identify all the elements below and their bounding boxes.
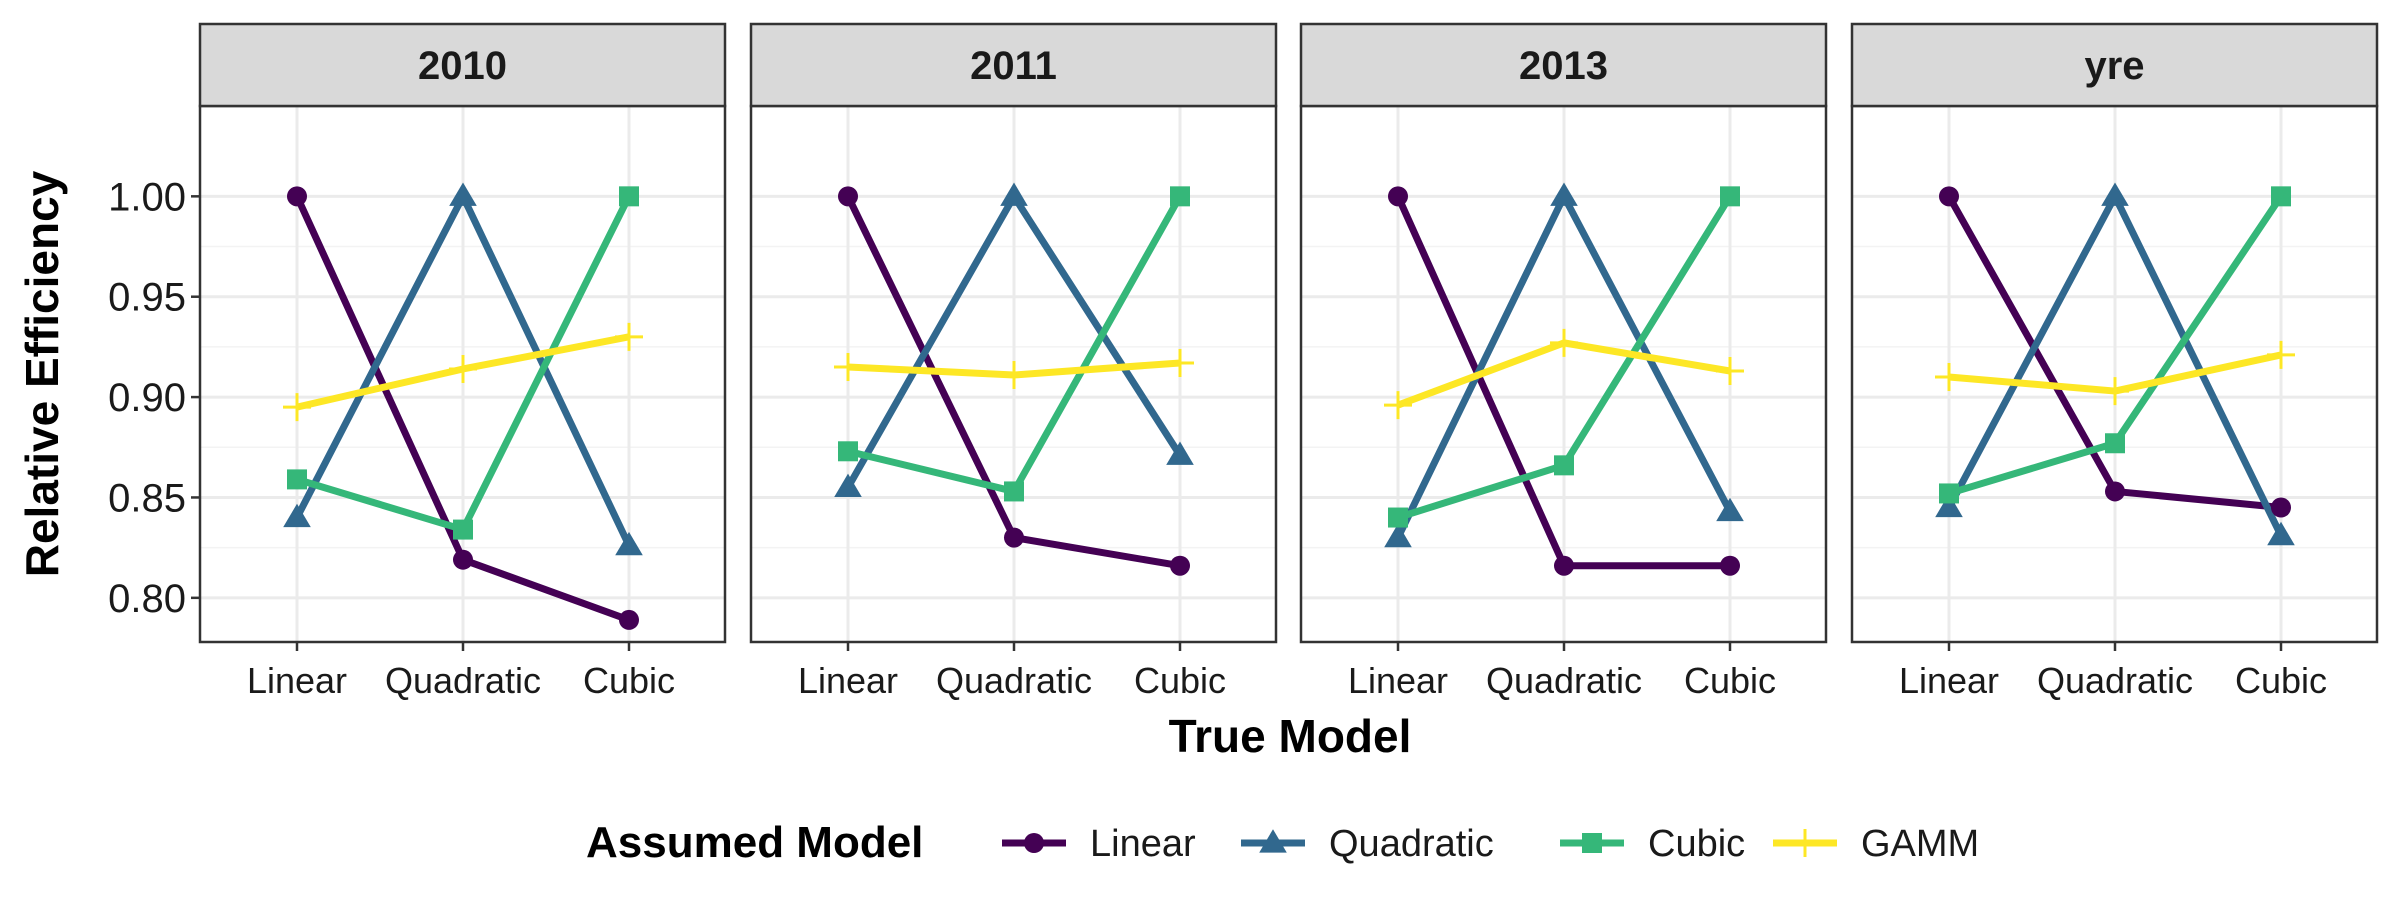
- point-cubic: [1388, 507, 1408, 528]
- legend-label: GAMM: [1861, 823, 1979, 865]
- point-quadratic: [615, 531, 643, 556]
- strip-label: 2011: [970, 44, 1057, 88]
- x-tick-label: Quadratic: [2037, 660, 2193, 701]
- point-cubic: [1554, 455, 1574, 476]
- point-linear: [287, 186, 307, 207]
- point-quadratic: [1935, 493, 1963, 518]
- x-tick-label: Cubic: [1684, 660, 1776, 701]
- panel-2011: 2011 Linear Quadratic Cubic: [749, 22, 1278, 701]
- y-tick-label: 1.00: [108, 175, 186, 219]
- strip-label: 2010: [418, 44, 507, 88]
- y-tick-label: 0.85: [108, 476, 186, 520]
- point-cubic: [1939, 483, 1959, 504]
- x-tick-label: Quadratic: [936, 660, 1092, 701]
- point-quadratic: [1716, 497, 1744, 522]
- legend-title: Assumed Model: [586, 818, 923, 867]
- legend-key-marker: [1582, 833, 1602, 853]
- x-tick-label: Cubic: [1134, 660, 1226, 701]
- point-linear: [1720, 555, 1740, 576]
- x-tick-label: Cubic: [583, 660, 675, 701]
- panel-2013: 2013 Linear Quadratic Cubic: [1299, 22, 1828, 701]
- x-tick-label: Cubic: [2235, 660, 2327, 701]
- point-gamm: [283, 393, 311, 422]
- point-quadratic: [1166, 441, 1194, 465]
- point-gamm: [1935, 363, 1963, 392]
- legend-item-quadratic: Quadratic: [1241, 823, 1494, 865]
- point-linear: [1554, 555, 1574, 576]
- point-gamm: [2267, 340, 2295, 369]
- point-gamm: [1000, 361, 1028, 390]
- legend-key-marker: [1259, 829, 1287, 853]
- strip-label: 2013: [1519, 44, 1608, 88]
- x-tick-label: Linear: [247, 660, 347, 701]
- point-cubic: [1170, 186, 1190, 207]
- x-tick-label: Linear: [1899, 660, 1999, 701]
- point-cubic: [619, 186, 639, 207]
- panel-2010: 2010 Linear Quadratic Cubic: [198, 22, 727, 701]
- strip-label: yre: [2084, 44, 2144, 88]
- legend-label: Cubic: [1648, 823, 1745, 865]
- point-linear: [453, 549, 473, 570]
- legend-key-marker: [1024, 833, 1044, 853]
- point-linear: [1939, 186, 1959, 207]
- point-quadratic: [2101, 182, 2129, 206]
- point-gamm: [1384, 391, 1412, 420]
- point-cubic: [2271, 186, 2291, 207]
- point-quadratic: [834, 473, 862, 498]
- point-linear: [619, 609, 639, 630]
- strip-background: [749, 22, 1278, 108]
- point-cubic: [2105, 433, 2125, 454]
- point-gamm: [615, 322, 643, 351]
- x-axis-title: True Model: [1169, 710, 1412, 762]
- x-tick-label: Quadratic: [385, 660, 541, 701]
- strip-background: [1850, 22, 2379, 108]
- point-linear: [1004, 527, 1024, 548]
- y-axis: 0.80 0.85 0.90 0.95 1.00: [108, 175, 200, 621]
- point-quadratic: [449, 182, 477, 206]
- point-cubic: [1720, 186, 1740, 207]
- legend-label: Quadratic: [1329, 823, 1494, 865]
- point-quadratic: [283, 503, 311, 528]
- x-tick-label: Linear: [798, 660, 898, 701]
- point-quadratic: [1384, 523, 1412, 548]
- legend-label: Linear: [1090, 823, 1196, 865]
- point-gamm: [834, 352, 862, 381]
- panel-yre: yre Linear Quadratic Cubic: [1850, 22, 2379, 701]
- point-quadratic: [2267, 521, 2295, 546]
- point-cubic: [453, 519, 473, 540]
- point-gamm: [2101, 377, 2129, 406]
- point-linear: [2271, 497, 2291, 518]
- point-gamm: [1550, 328, 1578, 357]
- legend: Assumed Model Linear Quadratic Cubic GAMM: [586, 818, 1979, 867]
- legend-item-cubic: Cubic: [1560, 823, 1745, 865]
- legend-item-gamm: GAMM: [1773, 823, 1979, 865]
- point-linear: [2105, 481, 2125, 502]
- x-tick-label: Quadratic: [1486, 660, 1642, 701]
- y-tick-label: 0.95: [108, 276, 186, 320]
- y-tick-label: 0.90: [108, 376, 186, 420]
- point-gamm: [1166, 348, 1194, 377]
- point-quadratic: [1550, 182, 1578, 206]
- point-gamm: [1716, 356, 1744, 385]
- point-quadratic: [1000, 182, 1028, 206]
- x-tick-label: Linear: [1348, 660, 1448, 701]
- panels: 2010 Linear Quadratic Cubic 2011 Linear Quadra…: [198, 22, 2379, 701]
- point-cubic: [838, 441, 858, 462]
- point-gamm: [449, 354, 477, 383]
- point-linear: [1170, 555, 1190, 576]
- y-axis-title: Relative Efficiency: [16, 170, 68, 577]
- point-linear: [1388, 186, 1408, 207]
- y-tick-label: 0.80: [108, 577, 186, 621]
- legend-item-linear: Linear: [1002, 823, 1196, 865]
- legend-key-marker: [1791, 829, 1819, 857]
- strip-background: [198, 22, 727, 108]
- strip-background: [1299, 22, 1828, 108]
- point-cubic: [287, 469, 307, 490]
- point-cubic: [1004, 481, 1024, 502]
- point-linear: [838, 186, 858, 207]
